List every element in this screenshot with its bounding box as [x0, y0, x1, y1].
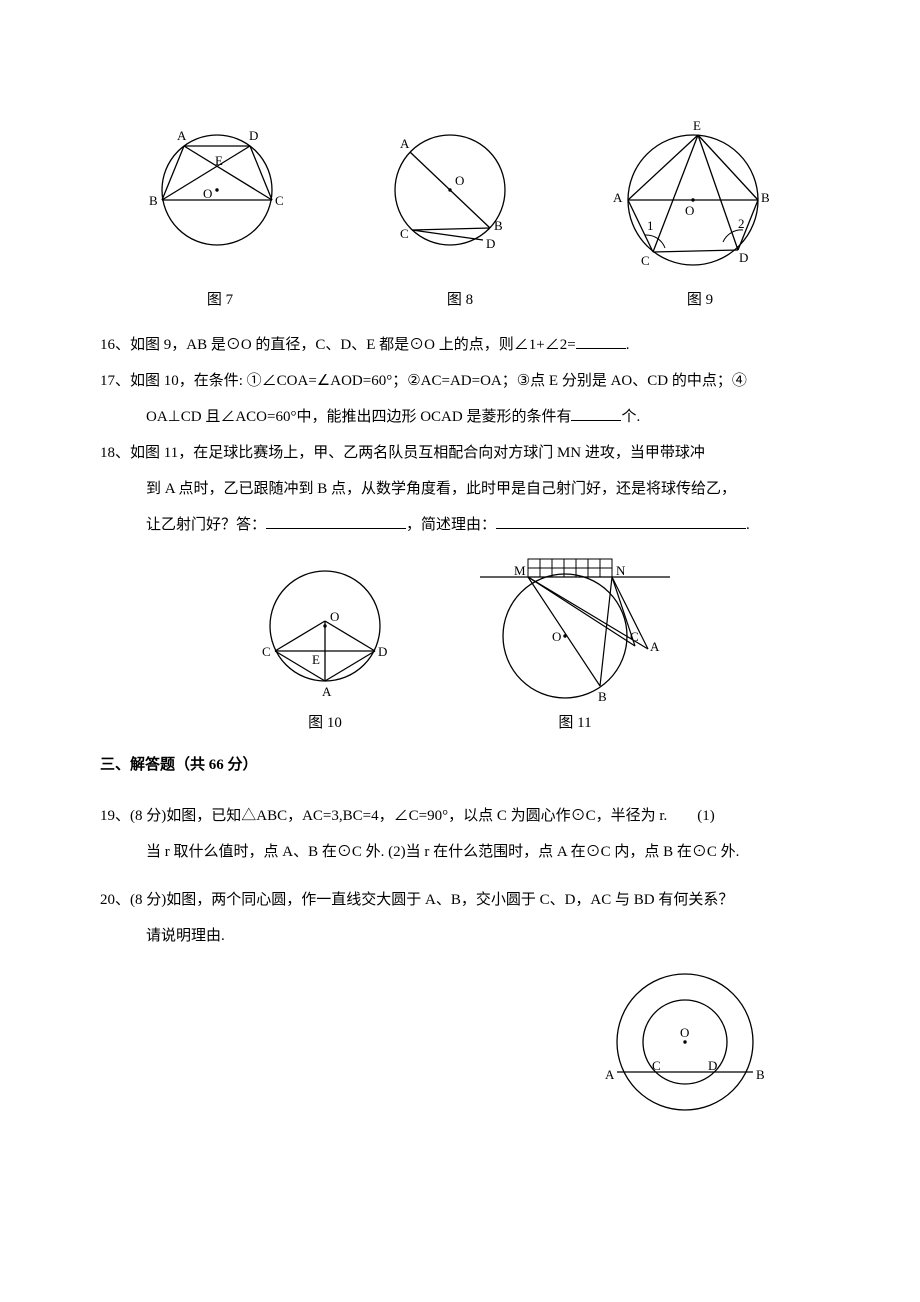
q17-blank	[571, 405, 621, 421]
q17-line2: OA⊥CD 且∠ACO=60°中，能推出四边形 OCAD 是菱形的条件有 个.	[100, 399, 820, 435]
fig8-C: C	[400, 226, 409, 241]
spacer	[100, 870, 820, 882]
fig20-O: O	[680, 1025, 689, 1040]
worksheet-page: A D B C E O A B C D O	[0, 0, 920, 1182]
q18-line2: 到 A 点时，乙已跟随冲到 B 点，从数学角度看，此时甲是自己射门好，还是将球传…	[100, 471, 820, 507]
q18c1: 让乙射门好？答：	[146, 517, 266, 533]
figure-7: A D B C E O	[137, 110, 297, 260]
fig9-D: D	[739, 250, 748, 265]
figure-row-789: A D B C E O A B C D O	[100, 110, 820, 280]
fig8-caption: 图 8	[447, 288, 473, 309]
q17-line1: 17、如图 10，在条件: ①∠COA=∠AOD=60°；②AC=AD=OA；③…	[100, 363, 820, 399]
fig11-O: O	[552, 629, 561, 644]
figure-8: A B C D O	[370, 110, 530, 260]
q18c2: ，简述理由：	[406, 517, 496, 533]
q20-line1: 20、(8 分)如图，两个同心圆，作一直线交大圆于 A、B，交小圆于 C、D，A…	[100, 882, 820, 918]
fig8-B: B	[494, 218, 503, 233]
fig11-caption: 图 11	[470, 711, 680, 732]
fig7-B: B	[149, 193, 158, 208]
q18-blank1	[266, 513, 406, 529]
fig9-A: A	[613, 190, 623, 205]
fig10-O: O	[330, 609, 339, 624]
fig20-B: B	[756, 1067, 765, 1082]
fig9-caption: 图 9	[687, 288, 713, 309]
fig9-O: O	[685, 203, 694, 218]
figure-20: O A B C D	[100, 962, 820, 1122]
fig9-ang1: 1	[647, 218, 654, 233]
fig11-N: N	[616, 563, 626, 578]
fig11-A: A	[650, 639, 660, 654]
fig20-A: A	[605, 1067, 615, 1082]
fig9-ang2: 2	[738, 216, 745, 231]
figure-11: M N O B C A 图 11	[470, 551, 680, 732]
q16-text: 16、如图 9，AB 是⊙O 的直径，C、D、E 都是⊙O 上的点，则∠1+∠2…	[100, 337, 576, 353]
figure-9: E A B C D O 1 2	[603, 110, 783, 280]
figure-10: O C D E A 图 10	[240, 551, 410, 732]
fig20-C: C	[652, 1058, 661, 1073]
fig10-E: E	[312, 652, 320, 667]
fig8-D: D	[486, 236, 495, 251]
fig20-D: D	[708, 1058, 717, 1073]
q18-line3: 让乙射门好？答： ，简述理由：.	[100, 507, 820, 543]
q16: 16、如图 9，AB 是⊙O 的直径，C、D、E 都是⊙O 上的点，则∠1+∠2…	[100, 327, 820, 363]
fig7-caption: 图 7	[207, 288, 233, 309]
fig11-B: B	[598, 689, 607, 704]
fig7-A: A	[177, 128, 187, 143]
q17b: OA⊥CD 且∠ACO=60°中，能推出四边形 OCAD 是菱形的条件有	[146, 409, 571, 425]
fig9-B: B	[761, 190, 770, 205]
fig7-O: O	[203, 186, 212, 201]
q18c3: .	[746, 517, 750, 533]
section3-head: 三、解答题（共 66 分）	[100, 747, 820, 783]
q19-line1: 19、(8 分)如图，已知△ABC，AC=3,BC=4，∠C=90°，以点 C …	[100, 798, 820, 834]
fig8-A: A	[400, 136, 410, 151]
fig11-M: M	[514, 563, 526, 578]
q17c: 个.	[621, 409, 640, 425]
q20-line2: 请说明理由.	[100, 918, 820, 954]
q19-line2: 当 r 取什么值时，点 A、B 在⊙C 外. (2)当 r 在什么范围时，点 A…	[100, 834, 820, 870]
fig7-E: E	[215, 153, 223, 168]
q16-tail: .	[626, 337, 630, 353]
q16-blank	[576, 333, 626, 349]
fig11-C: C	[630, 629, 639, 644]
fig8-O: O	[455, 173, 464, 188]
q18-line1: 18、如图 11，在足球比赛场上，甲、乙两名队员互相配合向对方球门 MN 进攻，…	[100, 435, 820, 471]
fig7-C: C	[275, 193, 284, 208]
fig9-C: C	[641, 253, 650, 268]
caption-row-789: 图 7 图 8 图 9	[100, 288, 820, 309]
fig10-C: C	[262, 644, 271, 659]
fig10-D: D	[378, 644, 387, 659]
fig9-E: E	[693, 118, 701, 133]
figure-row-1011: O C D E A 图 10	[100, 551, 820, 732]
fig10-A: A	[322, 684, 332, 699]
fig10-caption: 图 10	[240, 711, 410, 732]
q18-blank2	[496, 513, 746, 529]
fig7-D: D	[249, 128, 258, 143]
